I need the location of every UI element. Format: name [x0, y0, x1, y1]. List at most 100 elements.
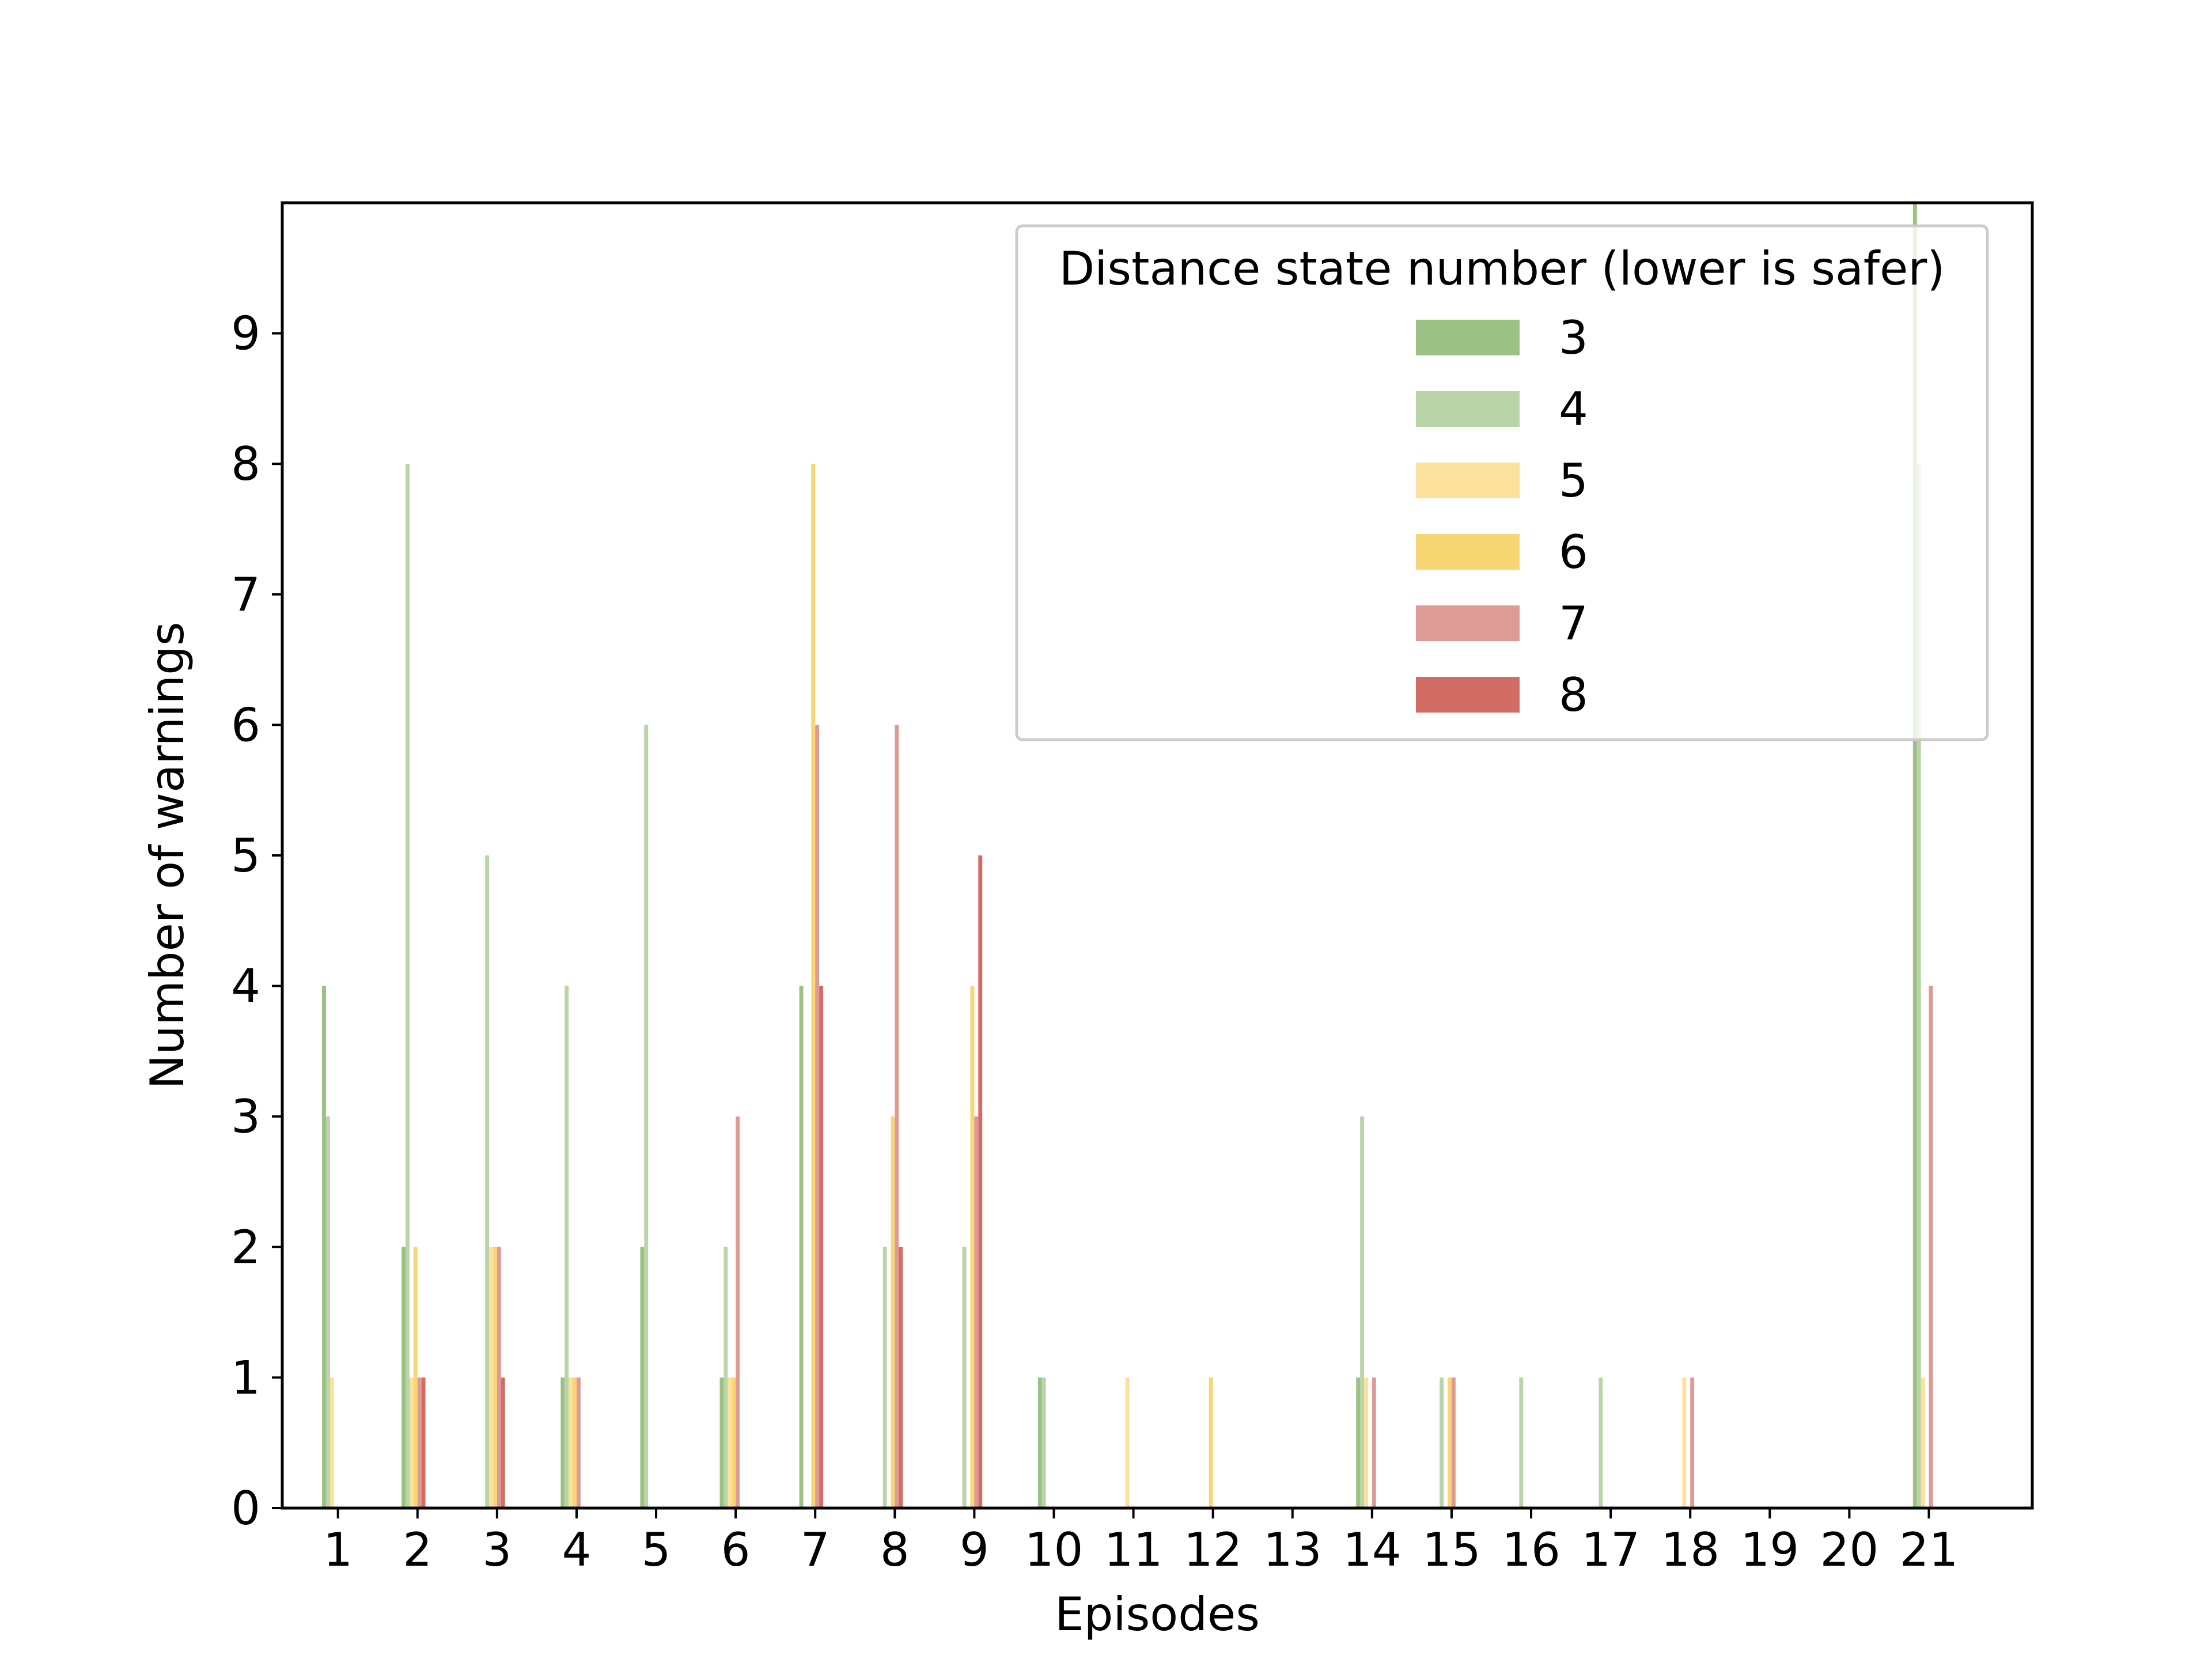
y-tick-label: 5	[231, 829, 260, 882]
bar-series-8-episode-8	[899, 1247, 903, 1508]
bar-series-6-episode-4	[573, 1377, 577, 1508]
bar-series-3-episode-14	[1356, 1377, 1361, 1508]
bar-series-5-episode-1	[329, 1377, 334, 1508]
legend-label-5: 5	[1559, 454, 1588, 507]
bar-series-6-episode-8	[891, 1116, 895, 1508]
x-tick-label: 7	[801, 1523, 830, 1577]
bar-series-7-episode-2	[417, 1377, 422, 1508]
legend-title: Distance state number (lower is safer)	[1059, 242, 1945, 296]
y-axis: 0 1 2 3 4 5 6 7 8 9	[231, 307, 282, 1535]
x-tick-label: 20	[1820, 1523, 1878, 1577]
bar-series-7-episode-15	[1451, 1377, 1456, 1508]
y-tick-label: 0	[231, 1482, 260, 1535]
bar-series-4-episode-10	[1041, 1377, 1046, 1508]
legend-label-7: 7	[1559, 597, 1588, 650]
bar-series-7-episode-8	[895, 725, 899, 1508]
y-tick-label: 7	[231, 568, 260, 622]
legend-swatch-5	[1416, 463, 1520, 498]
legend-label-4: 4	[1559, 382, 1588, 436]
y-tick-label: 2	[231, 1221, 260, 1274]
bar-series-6-episode-6	[732, 1377, 736, 1508]
bar-series-4-episode-9	[962, 1247, 967, 1508]
legend-label-3: 3	[1559, 311, 1588, 365]
legend-entries: 3 4 5 6 7 8	[1416, 311, 1588, 722]
legend-swatch-7	[1416, 605, 1520, 641]
x-tick-label: 8	[880, 1523, 910, 1577]
y-tick-label: 9	[231, 307, 260, 361]
x-tick-label: 3	[482, 1523, 512, 1577]
x-tick-label: 21	[1900, 1523, 1959, 1577]
bar-series-6-episode-9	[970, 986, 975, 1508]
legend-label-6: 6	[1559, 525, 1588, 579]
bar-series-7-episode-21	[1929, 986, 1933, 1508]
bar-series-8-episode-7	[819, 986, 824, 1508]
legend: Distance state number (lower is safer) 3…	[1015, 224, 1989, 741]
bar-series-3-episode-1	[322, 986, 326, 1508]
bar-series-8-episode-3	[501, 1377, 505, 1508]
legend-label-8: 8	[1559, 668, 1588, 722]
bar-series-3-episode-2	[402, 1247, 406, 1508]
bar-series-5-episode-3	[489, 1247, 493, 1508]
bar-series-5-episode-4	[569, 1377, 573, 1508]
x-axis-title: Episodes	[1055, 1588, 1260, 1641]
bar-series-4-episode-5	[644, 725, 649, 1508]
bar-series-7-episode-18	[1690, 1377, 1695, 1508]
x-tick-label: 10	[1025, 1523, 1084, 1577]
bar-series-4-episode-8	[882, 1247, 887, 1508]
bar-series-4-episode-4	[565, 986, 569, 1508]
bar-series-7-episode-3	[497, 1247, 501, 1508]
x-tick-label: 19	[1740, 1523, 1799, 1577]
x-tick-label: 12	[1184, 1523, 1243, 1577]
x-tick-label: 9	[960, 1523, 989, 1577]
y-axis-title: Number of warnings	[141, 622, 194, 1089]
bar-series-5-episode-6	[728, 1377, 732, 1508]
bar-series-3-episode-10	[1037, 1377, 1042, 1508]
bar-series-3-episode-5	[640, 1247, 645, 1508]
bar-series-6-episode-3	[493, 1247, 497, 1508]
bar-series-4-episode-15	[1440, 1377, 1444, 1508]
bar-series-5-episode-11	[1125, 1377, 1130, 1508]
x-tick-label: 15	[1422, 1523, 1481, 1577]
x-tick-label: 18	[1661, 1523, 1719, 1577]
bar-series-4-episode-2	[406, 464, 410, 1508]
bar-series-7-episode-14	[1372, 1377, 1376, 1508]
y-tick-label: 6	[231, 698, 260, 752]
y-tick-label: 3	[231, 1090, 260, 1143]
x-tick-label: 1	[323, 1523, 353, 1577]
bar-series-3-episode-21	[1912, 203, 1917, 1508]
bar-series-5-episode-18	[1682, 1377, 1687, 1508]
y-tick-label: 8	[231, 437, 260, 491]
bar-series-4-episode-21	[1916, 464, 1921, 1508]
bar-series-4-episode-17	[1599, 1377, 1603, 1508]
bar-series-4-episode-3	[485, 855, 490, 1508]
bar-series-3-episode-7	[799, 986, 804, 1508]
bar-series-8-episode-9	[978, 855, 983, 1508]
x-tick-label: 4	[562, 1523, 591, 1577]
bar-series-6-episode-7	[811, 464, 816, 1508]
x-tick-label: 16	[1502, 1523, 1560, 1577]
legend-swatch-8	[1416, 677, 1520, 713]
bar-series-7-episode-9	[974, 1116, 979, 1508]
bar-series-4-episode-1	[325, 1116, 330, 1508]
bar-series-3-episode-6	[719, 1377, 724, 1508]
x-axis: 1 2 3 4 5 6 7 8 9 10 11 12 13 14 15 16 17 18 19 20 21	[323, 1508, 1958, 1577]
bar-series-7-episode-7	[815, 725, 820, 1508]
x-tick-label: 5	[642, 1523, 671, 1577]
bar-series-3-episode-4	[560, 1377, 565, 1508]
x-tick-label: 13	[1263, 1523, 1322, 1577]
bar-series-5-episode-2	[409, 1377, 414, 1508]
bar-series-4-episode-6	[724, 1247, 728, 1508]
bar-series-4-episode-14	[1360, 1116, 1365, 1508]
x-tick-label: 2	[403, 1523, 432, 1577]
x-tick-label: 17	[1581, 1523, 1640, 1577]
bar-series-5-episode-21	[1921, 1377, 1925, 1508]
legend-swatch-4	[1416, 391, 1520, 427]
x-tick-label: 6	[721, 1523, 751, 1577]
bar-series-7-episode-4	[576, 1377, 581, 1508]
bars-layer	[322, 203, 1933, 1508]
bar-series-5-episode-14	[1364, 1377, 1368, 1508]
bar-series-6-episode-15	[1448, 1377, 1452, 1508]
y-tick-label: 4	[231, 960, 260, 1013]
bar-series-4-episode-16	[1519, 1377, 1524, 1508]
